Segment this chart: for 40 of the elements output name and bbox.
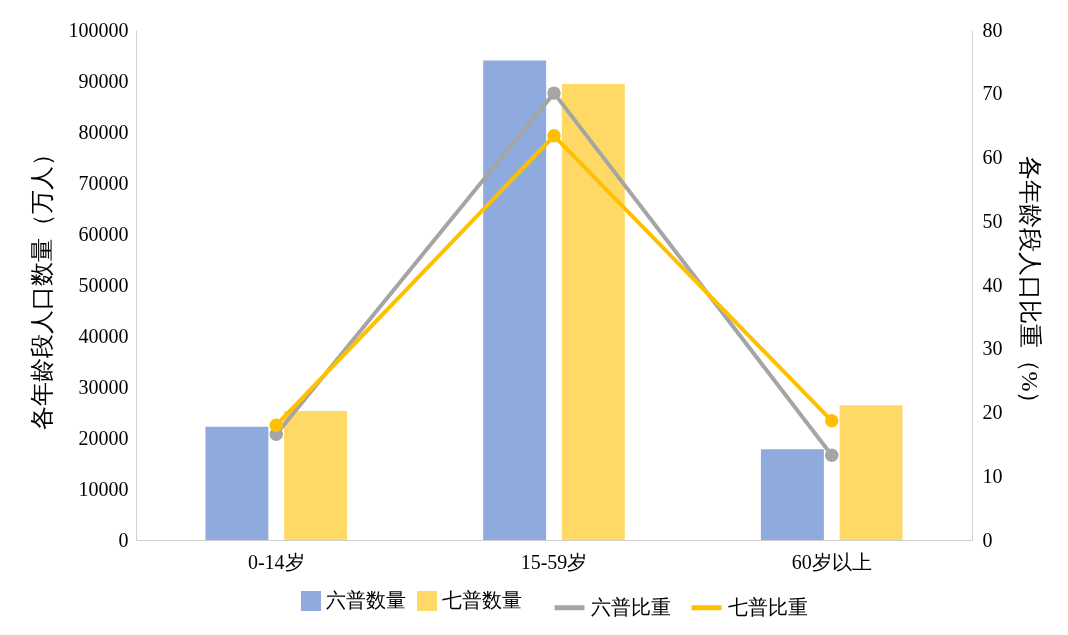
y-tick-label: 60000 — [78, 222, 129, 245]
y-axis-title: 各年龄段人口数量（万人） — [28, 141, 55, 430]
x-tick-label: 15-59岁 — [520, 550, 588, 573]
y2-tick-label: 30 — [982, 337, 1003, 360]
legend-label: 七普比重 — [728, 595, 808, 618]
bar — [561, 84, 625, 540]
y2-axis-title: 各年龄段人口比重（%） — [1016, 155, 1043, 416]
point — [825, 414, 839, 428]
y-tick-label: 80000 — [78, 120, 129, 143]
bar — [284, 410, 348, 540]
y-tick-label: 100000 — [68, 18, 129, 41]
y2-tick-label: 80 — [982, 18, 1003, 41]
x-tick-label: 60岁以上 — [791, 550, 872, 573]
y2-tick-label: 10 — [982, 464, 1003, 487]
y-tick-label: 40000 — [78, 324, 129, 347]
bar — [205, 426, 269, 540]
y-tick-label: 0 — [118, 528, 129, 551]
y-tick-label: 10000 — [78, 477, 129, 500]
y2-tick-label: 50 — [982, 209, 1003, 232]
y-tick-label: 70000 — [78, 171, 129, 194]
point — [547, 129, 561, 143]
bar — [483, 60, 547, 540]
y-tick-label: 90000 — [78, 69, 129, 92]
y2-tick-label: 20 — [982, 401, 1003, 423]
y-tick-label: 30000 — [78, 375, 129, 398]
y-tick-label: 20000 — [78, 426, 129, 449]
y-tick-label: 50000 — [78, 273, 129, 296]
y2-tick-label: 60 — [982, 146, 1003, 168]
legend-label: 六普数量 — [326, 589, 406, 611]
legend-label: 七普数量 — [442, 589, 522, 611]
legend-label: 六普比重 — [591, 595, 671, 618]
y2-tick-label: 0 — [982, 528, 993, 551]
point — [547, 86, 561, 100]
point — [825, 448, 839, 462]
bar — [760, 449, 824, 540]
point — [269, 418, 283, 432]
y2-tick-label: 40 — [982, 273, 1003, 296]
x-tick-label: 0-14岁 — [247, 550, 305, 573]
bar — [839, 405, 903, 540]
y2-tick-label: 70 — [982, 82, 1003, 105]
